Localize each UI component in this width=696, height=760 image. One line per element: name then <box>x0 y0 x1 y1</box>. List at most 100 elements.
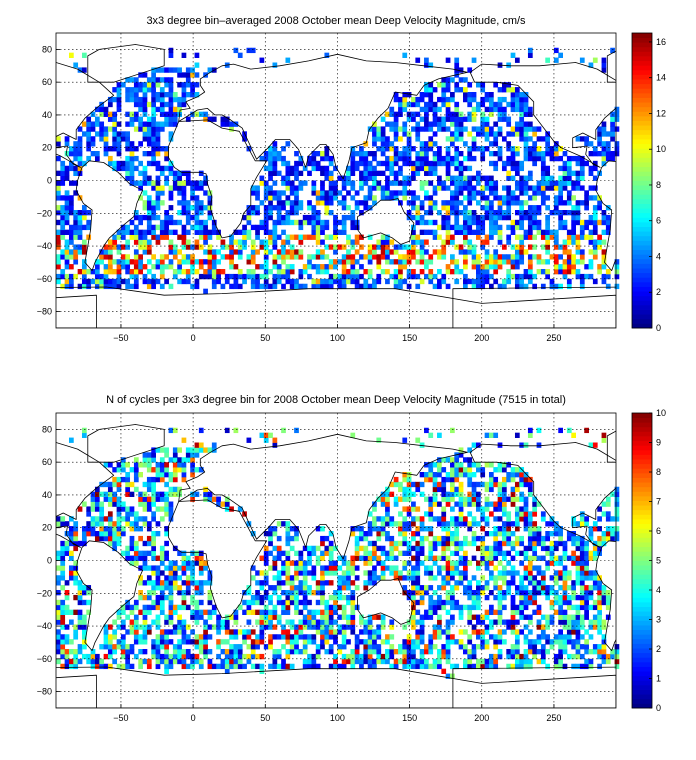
bin-cell <box>125 160 131 167</box>
bin-cell <box>558 619 563 625</box>
bin-cell <box>484 254 490 260</box>
bin-cell <box>298 560 304 566</box>
bin-cell <box>120 229 126 235</box>
bin-cell <box>151 160 156 167</box>
bin-cell <box>432 575 438 581</box>
bin-cell <box>571 259 576 265</box>
bin-cell <box>571 540 576 547</box>
bin-cell <box>484 521 490 527</box>
bin-cell <box>289 619 295 625</box>
bin-cell <box>389 619 395 625</box>
bin-cell <box>68 550 74 556</box>
bin-cell <box>454 663 460 670</box>
bin-cell <box>250 663 256 670</box>
bin-cell <box>597 629 602 635</box>
bin-cell <box>216 269 221 275</box>
bin-cell <box>86 224 92 231</box>
bin-cell <box>415 545 421 552</box>
bin-cell <box>480 560 486 566</box>
bin-cell <box>73 155 79 162</box>
bin-cell <box>328 195 334 201</box>
bin-cell <box>467 67 473 73</box>
bin-cell <box>514 87 520 93</box>
colorbar-segment <box>632 314 652 320</box>
bin-cell <box>350 244 356 250</box>
bin-cell <box>389 259 395 265</box>
bin-cell <box>510 264 516 270</box>
bin-cell <box>155 180 161 186</box>
bin-cell <box>68 565 74 571</box>
bin-cell <box>540 234 546 240</box>
bin-cell <box>454 155 460 162</box>
bin-cell <box>281 634 286 640</box>
bin-cell <box>237 658 243 665</box>
bin-cell <box>411 244 416 250</box>
bin-cell <box>64 545 70 552</box>
bin-cell <box>159 190 165 196</box>
bin-cell <box>146 590 152 596</box>
bin-cell <box>575 239 581 245</box>
bin-cell <box>458 629 464 635</box>
bin-cell <box>415 165 421 172</box>
bin-cell <box>272 170 278 176</box>
bin-cell <box>159 87 165 93</box>
bin-cell <box>393 570 399 576</box>
bin-cell <box>601 259 607 265</box>
bin-cell <box>346 165 351 172</box>
bin-cell <box>159 594 165 601</box>
bin-cell <box>428 526 434 532</box>
bin-cell <box>81 224 87 231</box>
bin-cell <box>99 126 105 132</box>
bin-cell <box>177 96 182 103</box>
bin-cell <box>250 269 256 275</box>
bin-cell <box>437 501 442 507</box>
bin-cell <box>129 560 135 566</box>
bin-cell <box>553 264 559 270</box>
bin-cell <box>406 200 412 206</box>
bin-cell <box>177 210 182 216</box>
bin-cell <box>315 269 321 275</box>
bin-cell <box>376 239 382 245</box>
bin-cell <box>406 146 412 152</box>
bin-cell <box>73 273 79 280</box>
bin-cell <box>190 195 195 201</box>
bin-cell <box>320 224 325 231</box>
bin-cell <box>224 649 230 655</box>
bin-cell <box>450 96 455 103</box>
bin-cell <box>320 254 325 260</box>
y-tick-label: −80 <box>37 307 52 317</box>
bin-cell <box>56 550 61 556</box>
bin-cell <box>81 653 87 660</box>
bin-cell <box>272 609 278 615</box>
bin-cell <box>133 516 139 522</box>
bin-cell <box>488 555 494 561</box>
bin-cell <box>341 624 347 630</box>
bin-cell <box>558 210 563 216</box>
bin-cell <box>415 585 421 591</box>
bin-cell <box>558 535 563 542</box>
bin-cell <box>60 283 66 290</box>
bin-cell <box>445 165 451 172</box>
bin-cell <box>437 254 442 260</box>
bin-cell <box>476 506 481 512</box>
bin-cell <box>480 111 486 117</box>
bin-cell <box>540 649 546 655</box>
bin-cell <box>424 535 429 542</box>
bin-cell <box>610 136 615 142</box>
bin-cell <box>181 180 187 186</box>
bin-cell <box>294 634 299 640</box>
bin-cell <box>346 585 351 591</box>
bin-cell <box>281 205 286 211</box>
bin-cell <box>172 649 178 655</box>
bin-cell <box>159 219 165 226</box>
bin-cell <box>380 639 386 645</box>
bin-cell <box>527 521 533 527</box>
bin-cell <box>86 283 92 290</box>
bin-cell <box>450 195 455 201</box>
bin-cell <box>86 155 92 162</box>
bin-cell <box>177 72 182 78</box>
bin-cell <box>480 151 486 157</box>
bin-cell <box>584 516 589 522</box>
bin-cell <box>90 526 96 532</box>
bin-cell <box>437 180 442 186</box>
